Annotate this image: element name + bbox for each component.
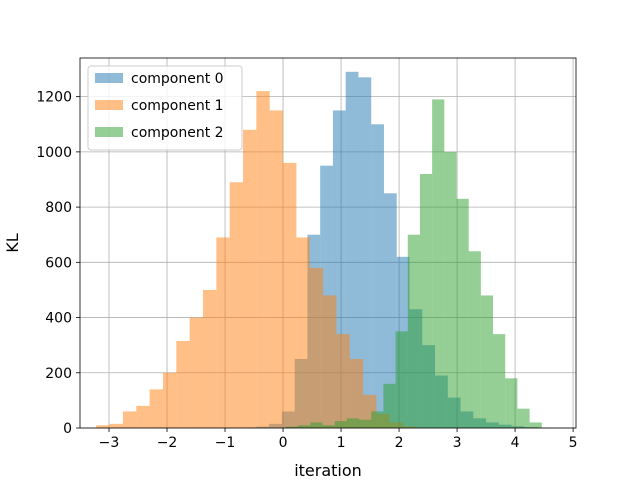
- histogram-bar: [349, 358, 364, 428]
- x-tick-label: 2: [395, 435, 404, 451]
- histogram-bar: [229, 182, 244, 428]
- histogram-bar: [336, 334, 350, 428]
- histogram-bars: [96, 71, 550, 429]
- x-tick-label: 4: [511, 435, 520, 451]
- y-tick-label: 600: [45, 255, 72, 271]
- histogram-bar: [176, 341, 190, 428]
- histogram-bar: [371, 411, 384, 428]
- legend-swatch: [95, 127, 123, 137]
- legend: component 0 component 1 component 2: [87, 65, 243, 151]
- histogram-bar: [298, 425, 311, 428]
- y-tick-label: 1200: [36, 90, 72, 106]
- histogram-bar: [189, 317, 203, 428]
- histogram-bar: [136, 405, 150, 428]
- x-tick-label: −3: [99, 435, 120, 451]
- legend-label: component 1: [131, 98, 224, 114]
- histogram-bar: [456, 198, 469, 428]
- y-tick-label: 0: [63, 421, 72, 437]
- series-1-bars: [96, 91, 417, 429]
- histogram-bar: [202, 289, 217, 428]
- legend-label: component 2: [131, 125, 224, 141]
- histogram-bar: [383, 193, 397, 428]
- y-tick-label: 800: [45, 200, 72, 216]
- histogram-bar: [310, 422, 323, 428]
- x-tick-label: 0: [279, 435, 288, 451]
- x-tick-label: 3: [453, 435, 462, 451]
- histogram-bar: [432, 99, 445, 428]
- histogram-bar: [162, 372, 177, 428]
- legend-box: [87, 65, 243, 151]
- histogram-bar: [216, 237, 230, 428]
- histogram-bar: [334, 421, 347, 428]
- y-tick-label: 200: [45, 366, 72, 382]
- histogram-bar: [256, 91, 270, 428]
- x-tick-label: 5: [569, 435, 578, 451]
- histogram-bar: [419, 173, 433, 428]
- histogram-bar: [371, 124, 384, 429]
- histogram-bar: [109, 423, 123, 428]
- histogram-bar: [383, 383, 396, 428]
- histogram-bar: [243, 129, 257, 428]
- histogram-bar: [505, 378, 518, 428]
- histogram-bar: [444, 151, 457, 428]
- histogram-bar: [149, 389, 163, 428]
- histogram-bar: [517, 408, 530, 428]
- plot-frame: [79, 57, 577, 429]
- histogram-bar: [529, 422, 542, 428]
- legend-swatch: [95, 73, 123, 83]
- histogram-bar: [269, 110, 284, 429]
- histogram-bar: [480, 295, 494, 428]
- x-tick-label: −2: [157, 435, 178, 451]
- x-tick-label: 1: [337, 435, 346, 451]
- histogram-bar: [283, 162, 297, 429]
- legend-label: component 0: [131, 71, 224, 87]
- histogram-bar: [358, 77, 372, 428]
- histogram-bar: [493, 334, 506, 428]
- histogram-bar: [407, 234, 420, 428]
- histogram-bar: [346, 418, 360, 428]
- y-tick-label: 400: [45, 311, 72, 327]
- y-axis-label: KL: [3, 233, 22, 252]
- histogram-bar: [122, 411, 137, 428]
- series-2-bars: [285, 99, 542, 428]
- histogram-bar: [323, 295, 337, 428]
- legend-swatch: [95, 100, 123, 110]
- histogram-bar: [468, 251, 481, 428]
- histogram-bar: [296, 237, 310, 428]
- histogram-bar: [359, 419, 372, 428]
- histogram-bar: [322, 425, 335, 428]
- axis-ticks: −3 −2 −1 0 1 2 3 4 5 0 200 400 600 800 1000 1200: [36, 90, 577, 451]
- x-tick-label: −1: [215, 435, 236, 451]
- histogram-bar: [309, 267, 324, 428]
- histogram-bar: [96, 425, 110, 428]
- x-axis-label: iteration: [294, 461, 362, 480]
- histogram-bar: [395, 331, 408, 428]
- y-tick-label: 1000: [36, 145, 72, 161]
- histogram-bar: [285, 426, 299, 428]
